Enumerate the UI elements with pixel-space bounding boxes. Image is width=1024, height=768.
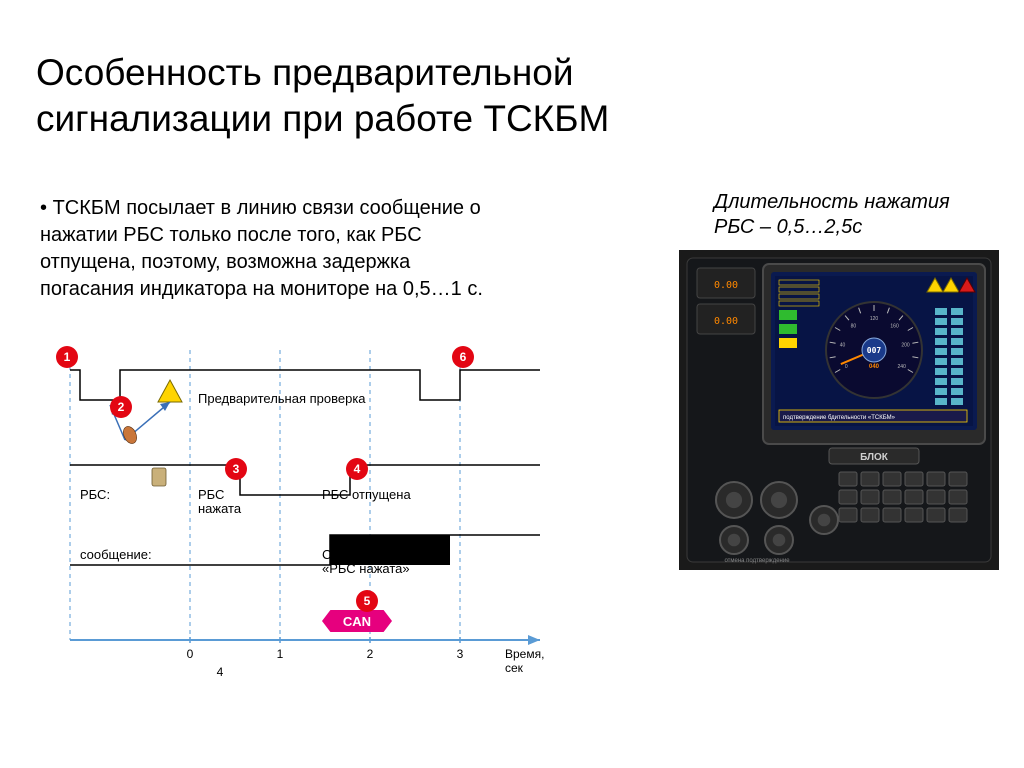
marker-3: 3 xyxy=(225,458,247,480)
svg-text:4: 4 xyxy=(217,665,224,679)
page-title: Особенность предварительной сигнализации… xyxy=(36,50,736,143)
svg-text:0: 0 xyxy=(845,364,848,370)
label-msg-pressed: Сообщение «РБС нажата» xyxy=(322,548,412,577)
marker-6: 6 xyxy=(452,346,474,368)
svg-text:отмена подтверждение: отмена подтверждение xyxy=(724,558,790,564)
marker-4: 4 xyxy=(346,458,368,480)
svg-text:0: 0 xyxy=(187,647,194,661)
svg-text:подтверждение бдительности «ТС: подтверждение бдительности «ТСКБМ» xyxy=(783,415,896,421)
marker-5: 5 xyxy=(356,590,378,612)
caption-text: Длительность нажатия РБС – 0,5…2,5с xyxy=(714,190,994,240)
bullet-text: ТСКБМ посылает в линию связи сообщение о… xyxy=(40,195,500,303)
svg-text:80: 80 xyxy=(851,323,857,329)
svg-text:120: 120 xyxy=(870,316,879,322)
svg-text:240: 240 xyxy=(898,364,907,370)
svg-text:0.00: 0.00 xyxy=(714,316,738,327)
marker-2: 2 xyxy=(110,396,132,418)
svg-text:3: 3 xyxy=(457,647,464,661)
svg-text:1: 1 xyxy=(277,647,284,661)
label-rbs-released: РБС отпущена xyxy=(322,488,411,502)
svg-text:2: 2 xyxy=(367,647,374,661)
svg-text:200: 200 xyxy=(901,342,910,348)
svg-text:007: 007 xyxy=(867,346,882,355)
label-precheck: Предварительная проверка xyxy=(198,392,398,406)
svg-text:сек: сек xyxy=(505,661,524,675)
label-msg: сообщение: xyxy=(80,548,160,562)
svg-text:0.00: 0.00 xyxy=(714,280,738,291)
control-panel: 0.000.0004080120160200240007040подтвержд… xyxy=(679,250,999,570)
svg-text:40: 40 xyxy=(840,342,846,348)
svg-text:БЛОК: БЛОК xyxy=(860,452,889,463)
svg-text:160: 160 xyxy=(890,323,899,329)
svg-text:Время,: Время, xyxy=(505,647,544,661)
label-rbs: РБС: xyxy=(80,488,110,502)
label-rbs-pressed: РБС нажата xyxy=(198,488,268,517)
svg-text:040: 040 xyxy=(869,364,880,370)
can-box: CAN xyxy=(322,610,392,632)
marker-1: 1 xyxy=(56,346,78,368)
